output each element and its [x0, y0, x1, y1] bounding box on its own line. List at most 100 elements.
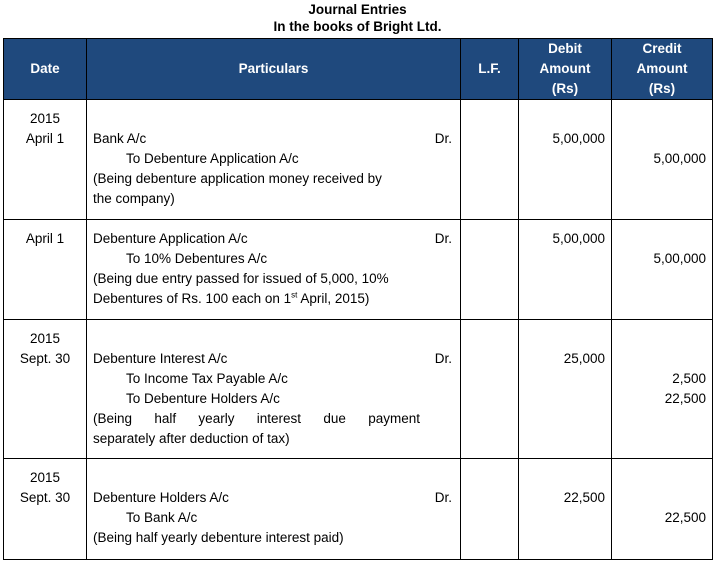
debit-amount [519, 169, 611, 189]
particulars-text: Bank A/c [93, 131, 147, 146]
dr-label: Dr. [434, 490, 452, 505]
header-debit-line: Amount [539, 61, 591, 76]
credit-amount: 22,500 [664, 510, 706, 525]
particulars-line: Debenture Application A/c Dr. [87, 229, 460, 249]
lf-cell [460, 99, 519, 220]
particulars-line [87, 109, 460, 129]
journal-entry-row: April 1 Debenture Application A/c Dr. To 10… [3, 219, 713, 320]
lf-cell [460, 319, 519, 459]
date-line: 2015 [29, 470, 61, 485]
header-debit: Debit Amount (Rs) [518, 38, 612, 100]
particulars-cell: Debenture Interest A/c Dr. To Income Tax P… [86, 319, 461, 459]
credit-cell: 5,00,000 [611, 99, 713, 220]
particulars-line: (Being half yearly interest due payment [87, 409, 460, 429]
credit-amount [612, 269, 712, 289]
particulars-line [87, 468, 460, 488]
lf-cell [460, 458, 519, 560]
header-credit: Credit Amount (Rs) [611, 38, 713, 100]
credit-amount [612, 429, 712, 449]
particulars-text: To Income Tax Payable A/c [126, 371, 288, 386]
particulars-cell: Debenture Holders A/c Dr. To Bank A/c (Bein… [86, 458, 461, 560]
debit-cell: 22,500 [518, 458, 612, 560]
credit-amount: 5,00,000 [653, 151, 706, 166]
credit-amount: 2,500 [672, 371, 706, 386]
credit-amount [612, 109, 712, 129]
credit-cell: 2,500 22,500 [611, 319, 713, 459]
page-title: Journal Entries [308, 2, 407, 17]
particulars-text: To Debenture Holders A/c [126, 391, 280, 406]
header-debit-line: (Rs) [551, 81, 579, 96]
date-line: Sept. 30 [19, 351, 71, 366]
date-line: April 1 [25, 231, 65, 246]
particulars-text: (Being half yearly debenture interest pa… [93, 530, 344, 545]
credit-amount [612, 349, 712, 369]
particulars-line: separately after deduction of tax) [87, 429, 460, 449]
header-credit-line: Amount [636, 61, 688, 76]
debit-amount [519, 109, 611, 129]
header-credit-line: (Rs) [648, 81, 676, 96]
debit-amount [519, 249, 611, 269]
credit-amount: 5,00,000 [653, 251, 706, 266]
date-cell: 2015 Sept. 30 [3, 319, 87, 459]
credit-cell: 5,00,000 [611, 219, 713, 320]
particulars-text: Debenture Interest A/c [93, 351, 228, 366]
header-lf: L.F. [460, 38, 519, 100]
particulars-line: To Debenture Application A/c [87, 149, 460, 169]
credit-amount [612, 189, 712, 209]
credit-cell: 22,500 [611, 458, 713, 560]
particulars-text: (Being due entry passed for issued of 5,… [93, 271, 389, 286]
particulars-line: To 10% Debentures A/c [87, 249, 460, 269]
debit-amount [519, 409, 611, 429]
particulars-text: To Debenture Application A/c [126, 151, 299, 166]
debit-amount [519, 269, 611, 289]
credit-amount [612, 129, 712, 149]
particulars-text: Debentures of Rs. 100 each on 1 [93, 291, 292, 306]
particulars-cell: Bank A/c Dr. To Debenture Application A/c (… [86, 99, 461, 220]
particulars-text: Debenture Application A/c [93, 231, 248, 246]
particulars-text: the company) [93, 191, 175, 206]
particulars-line: (Being half yearly debenture interest pa… [87, 528, 460, 548]
credit-amount [612, 329, 712, 349]
particulars-line [87, 329, 460, 349]
superscript: st [291, 290, 298, 300]
particulars-line: Bank A/c Dr. [87, 129, 460, 149]
credit-amount [612, 488, 712, 508]
credit-amount [612, 169, 712, 189]
particulars-text: separately after deduction of tax) [93, 431, 290, 446]
date-line: April 1 [25, 131, 65, 146]
date-cell: 2015 Sept. 30 [3, 458, 87, 560]
debit-amount [519, 468, 611, 488]
debit-amount [519, 528, 611, 548]
particulars-line: To Bank A/c [87, 508, 460, 528]
journal-entry-row: 2015 Sept. 30 Debenture Interest A/c Dr. To … [3, 319, 713, 459]
dr-label: Dr. [434, 131, 452, 146]
credit-amount: 22,500 [664, 391, 706, 406]
debit-amount: 25,000 [563, 351, 605, 366]
header-row: Date Particulars L.F. Debit Amount (Rs) Cr… [3, 38, 713, 100]
particulars-text: Debenture Holders A/c [93, 490, 229, 505]
particulars-line: the company) [87, 189, 460, 209]
debit-cell: 25,000 [518, 319, 612, 459]
particulars-text: To 10% Debentures A/c [126, 251, 268, 266]
credit-amount [612, 409, 712, 429]
credit-amount [612, 468, 712, 488]
particulars-text: (Being half yearly interest due payment [93, 411, 420, 426]
date-line: Sept. 30 [19, 490, 71, 505]
journal-entry-row: 2015 Sept. 30 Debenture Holders A/c Dr. To B… [3, 458, 713, 560]
header-particulars: Particulars [86, 38, 461, 100]
header-debit-line: Debit [548, 41, 582, 56]
debit-cell: 5,00,000 [518, 219, 612, 320]
particulars-line: To Income Tax Payable A/c [87, 369, 460, 389]
particulars-line: (Being debenture application money recei… [87, 169, 460, 189]
lf-cell [460, 219, 519, 320]
page-subtitle: In the books of Bright Ltd. [273, 19, 442, 34]
particulars-line: Debenture Interest A/c Dr. [87, 349, 460, 369]
debit-amount [519, 429, 611, 449]
particulars-text: April, 2015) [297, 291, 370, 306]
debit-cell: 5,00,000 [518, 99, 612, 220]
particulars-cell: Debenture Application A/c Dr. To 10% Deben… [86, 219, 461, 320]
debit-amount [519, 389, 611, 409]
particulars-line: Debenture Holders A/c Dr. [87, 488, 460, 508]
particulars-text: To Bank A/c [126, 510, 198, 525]
header-date: Date [3, 38, 87, 100]
